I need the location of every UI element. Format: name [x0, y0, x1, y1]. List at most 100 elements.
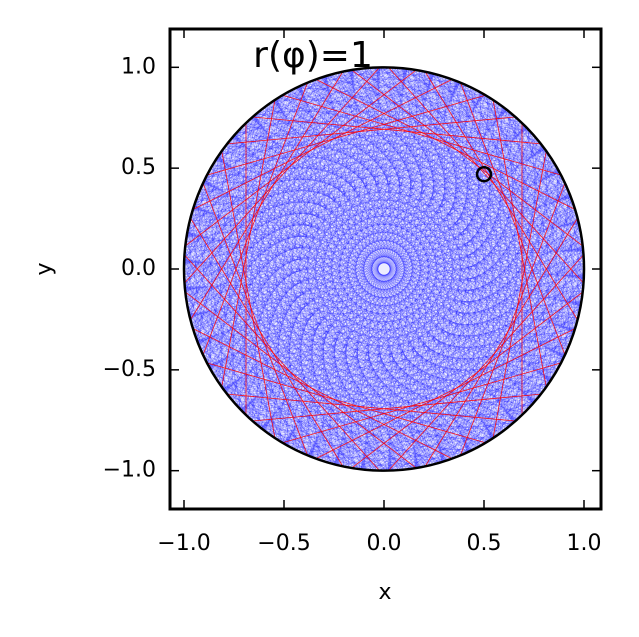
trajectory-segment: [272, 87, 297, 437]
trajectory-segment: [239, 129, 575, 333]
trajectory-segment: [190, 321, 498, 436]
trajectory-segment: [308, 145, 543, 457]
trajectory-segment: [308, 132, 532, 456]
trajectory-segment: [271, 68, 405, 103]
trajectory-segment: [287, 92, 514, 423]
trajectory-segment: [350, 70, 406, 470]
trajectory-segment: [264, 106, 583, 247]
trajectory-segment: [269, 343, 571, 435]
trajectory-segment: [203, 182, 574, 333]
trajectory-segment: [217, 147, 545, 381]
trajectory-segment: [240, 173, 561, 411]
trajectory-segment: [514, 197, 572, 422]
trajectory-segment: [429, 72, 517, 421]
trajectory-segment: [332, 73, 566, 356]
trajectory-segment: [233, 135, 416, 469]
trajectory-segment: [323, 73, 433, 462]
trajectory-segment: [224, 140, 539, 148]
trajectory-segment: [221, 109, 508, 388]
trajectory-segment: [231, 138, 349, 468]
trajectory-segment: [211, 370, 549, 385]
trajectory-segment: [247, 121, 564, 359]
trajectory-segment: [186, 299, 440, 464]
trajectory-segment: [197, 195, 575, 332]
trajectory-segment: [213, 72, 433, 375]
trajectory-segment: [192, 125, 244, 210]
trajectory-segment: [271, 359, 563, 436]
trajectory-segment: [300, 85, 446, 462]
trajectory-segment: [205, 109, 507, 361]
trajectory-segment: [275, 437, 449, 461]
trajectory-segment: [241, 126, 535, 403]
trajectory-segment: [403, 244, 583, 470]
trajectory-segment: [216, 79, 317, 380]
trajectory-segment: [203, 170, 559, 357]
trajectory-segment: [184, 259, 561, 365]
trajectory-segment: [393, 67, 585, 260]
trajectory-segment: [286, 82, 461, 446]
trajectory-segment: [186, 234, 487, 443]
trajectory-segment: [346, 70, 515, 117]
trajectory-segment: [415, 71, 425, 469]
plot-area: [182, 66, 586, 472]
boundary: [182, 66, 586, 472]
trajectory-segment: [251, 68, 407, 421]
trajectory-segment: [206, 361, 436, 465]
trajectory-segment: [333, 95, 486, 465]
trajectory-segment: [352, 69, 376, 471]
trajectory-segment: [202, 183, 420, 468]
trajectory-segment: [185, 171, 560, 298]
trajectory-segment: [187, 231, 570, 346]
trajectory-segment: [294, 88, 566, 184]
trajectory-segment: [200, 188, 571, 196]
trajectory-segment: [187, 231, 556, 374]
trajectory-segment: [308, 158, 552, 457]
trajectory-segment: [424, 217, 578, 467]
trajectory-segment: [252, 116, 372, 471]
trajectory-segment: [277, 68, 408, 441]
trajectory-segment: [209, 181, 565, 368]
trajectory-segment: [244, 123, 260, 427]
trajectory-segment: [217, 156, 458, 458]
trajectory-segment: [184, 69, 357, 254]
trajectory-segment: [188, 223, 322, 461]
trajectory-segment: [308, 121, 521, 456]
trajectory-segment: [291, 436, 495, 448]
trajectory-segment: [315, 271, 585, 459]
trajectory-segment: [205, 176, 257, 425]
x-tick-label: −0.5: [257, 531, 310, 556]
trajectory-segment: [234, 134, 462, 456]
trajectory-segment: [200, 127, 528, 350]
trajectory-segment: [312, 236, 582, 458]
trajectory-segment: [184, 67, 395, 285]
trajectory-segment: [387, 68, 405, 471]
trajectory-segment: [309, 403, 533, 457]
trajectory-segment: [316, 67, 380, 460]
trajectory-segment: [189, 316, 547, 388]
trajectory-segment: [252, 116, 541, 145]
trajectory-segment: [260, 67, 379, 428]
trajectory-segment: [191, 213, 396, 471]
trajectory-segment: [197, 103, 499, 195]
trajectory-segment: [217, 155, 513, 424]
trajectory-segment: [254, 115, 481, 446]
trajectory-segment: [216, 159, 570, 195]
trajectory-segment: [228, 94, 485, 397]
trajectory-segment: [185, 69, 417, 247]
trajectory-segment: [252, 116, 506, 430]
trajectory-segment: [184, 259, 578, 319]
trajectory-segment: [207, 173, 584, 279]
trajectory-segment: [185, 147, 544, 243]
trajectory-segment: [375, 67, 553, 379]
trajectory-segment: [200, 188, 584, 279]
trajectory-segment: [341, 244, 583, 467]
trajectory-segment: [482, 299, 583, 445]
trajectory-segment: [420, 70, 584, 287]
trajectory-segment: [557, 274, 585, 369]
trajectory-segment: [296, 73, 435, 451]
trajectory-segment: [190, 71, 344, 321]
trajectory-segment: [199, 189, 350, 468]
trajectory-segment: [214, 161, 359, 470]
trajectory-segment: [260, 163, 555, 429]
trajectory-segment: [204, 180, 509, 428]
